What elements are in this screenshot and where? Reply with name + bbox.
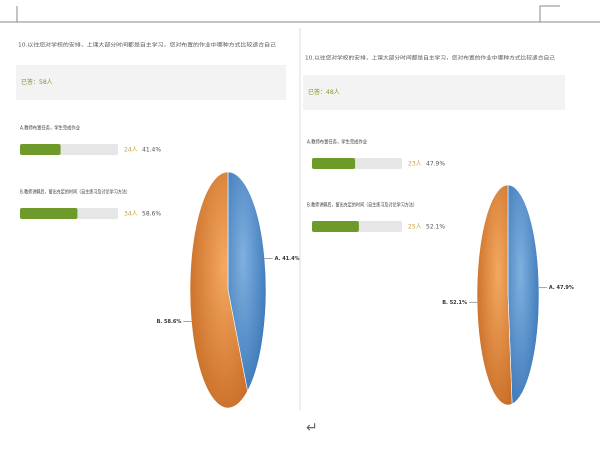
progress-bar xyxy=(312,158,356,169)
option-percent: 47.9% xyxy=(426,161,445,168)
pie-label: B. 52.1% xyxy=(442,300,467,306)
option-percent: 52.1% xyxy=(426,224,445,231)
option-count: 25人 xyxy=(408,224,422,231)
page-corner-marks xyxy=(0,5,600,23)
progress-bar xyxy=(312,221,359,232)
answered-count: 已答：48人 xyxy=(308,88,340,96)
option-count: 34人 xyxy=(124,211,138,218)
pie-slice xyxy=(189,171,248,409)
question: 10.以往您对学校的安排，上课大部分时间都是自主学习，您对布置的作业中哪种方式比… xyxy=(305,54,555,62)
option-count: 23人 xyxy=(408,161,422,168)
option-label: B.教师讲解后，留出充足的时间（自主练习及讨论学习方法） xyxy=(20,188,130,196)
paragraph-mark: ↵ xyxy=(306,420,318,436)
option-percent: 58.6% xyxy=(142,211,161,218)
option-label: B.教师讲解后，留出充足的时间（自主练习及讨论学习方法） xyxy=(307,201,417,209)
option-count: 24人 xyxy=(124,147,138,154)
question: 10.以往您对学校的安排，上课大部分时间都是自主学习，您对布置的作业中哪种方式比… xyxy=(18,41,276,49)
pie-slice xyxy=(507,184,540,405)
option-label: A.教师布置任务，学生完成作业 xyxy=(307,138,367,146)
pie-slice xyxy=(476,184,513,406)
answered-box xyxy=(16,65,286,100)
pie-label: B. 58.6% xyxy=(157,319,182,325)
option-percent: 41.4% xyxy=(142,147,161,154)
pie-label: A. 41.4% xyxy=(275,256,300,262)
progress-bar xyxy=(20,144,61,155)
option-label: A.教师布置任务，学生完成作业 xyxy=(20,124,80,132)
answered-count: 已答：58人 xyxy=(21,78,53,86)
answered-box xyxy=(303,75,565,110)
progress-bar xyxy=(20,208,78,219)
pie-label: A. 47.9% xyxy=(549,285,574,291)
